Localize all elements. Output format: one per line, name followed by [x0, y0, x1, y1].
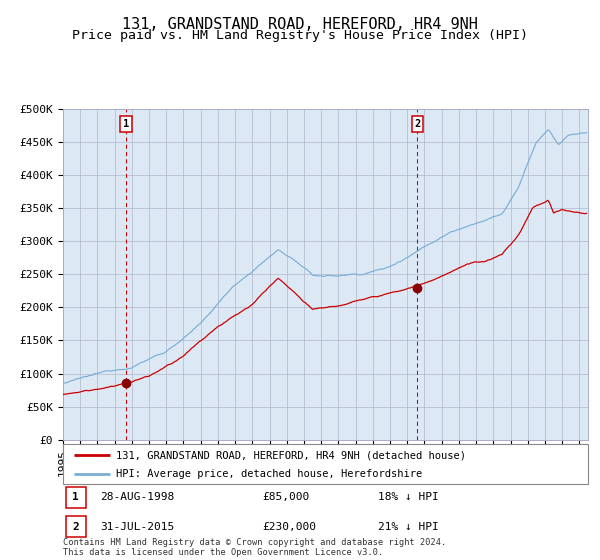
Text: 131, GRANDSTAND ROAD, HEREFORD, HR4 9NH (detached house): 131, GRANDSTAND ROAD, HEREFORD, HR4 9NH …	[115, 450, 466, 460]
Text: Price paid vs. HM Land Registry's House Price Index (HPI): Price paid vs. HM Land Registry's House …	[72, 29, 528, 42]
Text: 131, GRANDSTAND ROAD, HEREFORD, HR4 9NH: 131, GRANDSTAND ROAD, HEREFORD, HR4 9NH	[122, 17, 478, 32]
Text: 1: 1	[72, 492, 79, 502]
Bar	[65, 487, 86, 508]
Text: 21% ↓ HPI: 21% ↓ HPI	[378, 521, 439, 531]
Text: 31-JUL-2015: 31-JUL-2015	[100, 521, 174, 531]
Text: HPI: Average price, detached house, Herefordshire: HPI: Average price, detached house, Here…	[115, 469, 422, 479]
Text: 2: 2	[414, 119, 421, 129]
Text: 18% ↓ HPI: 18% ↓ HPI	[378, 492, 439, 502]
Text: Contains HM Land Registry data © Crown copyright and database right 2024.
This d: Contains HM Land Registry data © Crown c…	[63, 538, 446, 557]
Text: £230,000: £230,000	[263, 521, 317, 531]
Text: 28-AUG-1998: 28-AUG-1998	[100, 492, 174, 502]
Bar	[65, 516, 86, 537]
Text: £85,000: £85,000	[263, 492, 310, 502]
Text: 2: 2	[72, 521, 79, 531]
Text: 1: 1	[123, 119, 129, 129]
